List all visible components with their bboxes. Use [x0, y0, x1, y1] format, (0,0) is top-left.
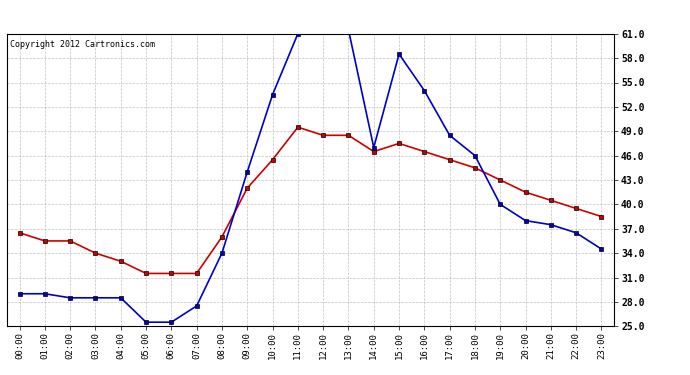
- Text: Outdoor Temperature (Red) vs THSW Index (Blue) per Hour (24 Hours) 20120411: Outdoor Temperature (Red) vs THSW Index …: [7, 11, 607, 24]
- Text: Copyright 2012 Cartronics.com: Copyright 2012 Cartronics.com: [10, 40, 155, 49]
